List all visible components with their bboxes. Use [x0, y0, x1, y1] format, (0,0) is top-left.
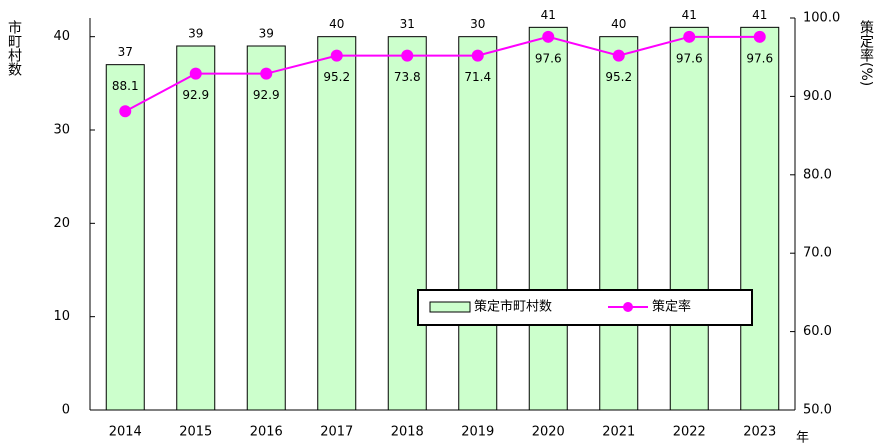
y2-tick-label: 70.0 — [803, 246, 832, 261]
y2-tick-label: 90.0 — [803, 89, 832, 104]
bar-label: 30 — [470, 17, 485, 31]
y-tick-label: 30 — [53, 123, 70, 138]
x-tick-label: 2023 — [743, 425, 776, 440]
legend-label: 策定市町村数 — [474, 299, 552, 315]
rate-label: 92.9 — [253, 88, 280, 102]
y2-tick-label: 80.0 — [803, 167, 832, 182]
bar — [528, 26, 568, 411]
bar-label: 41 — [752, 8, 767, 22]
x-tick-label: 2017 — [320, 425, 353, 440]
rate-line — [124, 35, 760, 113]
rate-label: 73.8 — [394, 70, 421, 84]
bar — [176, 45, 216, 411]
x-tick-label: 2022 — [673, 425, 706, 440]
bar — [105, 64, 145, 411]
bar-label: 31 — [400, 17, 415, 31]
rate-label: 71.4 — [464, 70, 491, 84]
rate-label: 95.2 — [323, 70, 350, 84]
y-tick-label: 20 — [53, 216, 70, 231]
rate-label: 97.6 — [535, 51, 562, 65]
legend-swatch — [429, 301, 471, 313]
y2-axis-label: 策定率(%) — [858, 19, 874, 86]
bar-label: 41 — [541, 8, 556, 22]
bar — [669, 26, 709, 411]
rate-label: 88.1 — [112, 79, 139, 93]
bar — [458, 36, 498, 411]
bar — [246, 45, 286, 411]
rate-point — [330, 49, 343, 62]
bar-label: 39 — [259, 27, 274, 41]
bar — [740, 26, 780, 411]
rate-label: 92.9 — [182, 88, 209, 102]
y-tick-label: 0 — [62, 403, 70, 418]
y-axis-label: 市町村数 — [6, 19, 22, 76]
y-tick-label: 40 — [53, 29, 70, 44]
y2-tick-label: 100.0 — [803, 11, 840, 26]
x-tick-label: 2014 — [109, 425, 142, 440]
y2-tick-label: 50.0 — [803, 403, 832, 418]
bar — [599, 36, 639, 411]
x-tick-label: 2020 — [532, 425, 565, 440]
rate-point — [753, 30, 766, 43]
rate-point — [260, 67, 273, 80]
x-axis-label: 年 — [796, 431, 809, 444]
bar-label: 41 — [682, 8, 697, 22]
y2-tick-label: 60.0 — [803, 324, 832, 339]
rate-point — [612, 49, 625, 62]
rate-label: 97.6 — [746, 51, 773, 65]
bar-label: 37 — [118, 45, 133, 59]
bar — [387, 36, 427, 411]
rate-point — [542, 30, 555, 43]
x-tick-label: 2016 — [250, 425, 283, 440]
bar — [317, 36, 357, 411]
rate-label: 95.2 — [605, 70, 632, 84]
legend-label: 策定率 — [652, 299, 691, 315]
x-tick-label: 2018 — [391, 425, 424, 440]
x-tick-label: 2019 — [461, 425, 494, 440]
rate-point — [189, 67, 202, 80]
rate-label: 97.6 — [676, 51, 703, 65]
rate-point — [401, 49, 414, 62]
x-tick-label: 2015 — [179, 425, 212, 440]
rate-point — [683, 30, 696, 43]
bar-label: 40 — [611, 17, 626, 31]
bar-label: 40 — [329, 17, 344, 31]
legend-box — [417, 289, 753, 326]
bar-label: 39 — [188, 27, 203, 41]
rate-point — [471, 49, 484, 62]
legend-marker — [623, 302, 633, 312]
x-tick-label: 2021 — [602, 425, 635, 440]
rate-point — [119, 105, 132, 118]
y-tick-label: 10 — [53, 309, 70, 324]
